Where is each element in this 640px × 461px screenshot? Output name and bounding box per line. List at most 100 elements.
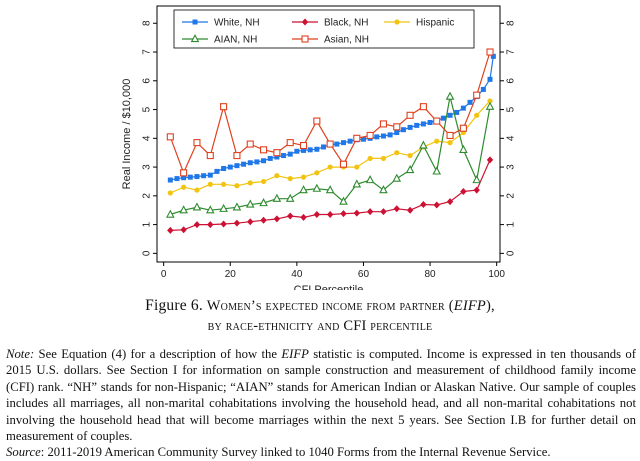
- point-black-nh: [313, 211, 321, 219]
- point-asian-nh: [220, 103, 228, 111]
- point-white-nh: [281, 153, 287, 159]
- point-hispanic: [287, 175, 293, 182]
- point-black-nh: [366, 208, 374, 216]
- point-white-nh: [400, 127, 406, 133]
- point-asian-nh: [486, 48, 494, 56]
- legend-label-aian-nh: AIAN, NH: [214, 35, 257, 46]
- series-line-asian-nh: [169, 51, 491, 175]
- point-white-nh: [194, 174, 200, 180]
- y-tick-label-right: 1: [506, 221, 517, 227]
- point-white-nh: [380, 133, 386, 139]
- point-white-nh: [414, 122, 420, 128]
- point-white-nh: [340, 140, 346, 146]
- point-hispanic: [434, 138, 440, 144]
- point-white-nh: [347, 138, 353, 144]
- point-hispanic: [247, 180, 253, 186]
- point-asian-nh: [233, 152, 241, 160]
- point-hispanic: [367, 155, 373, 162]
- point-aian-nh: [179, 205, 188, 214]
- point-asian-nh: [326, 140, 334, 148]
- point-white-nh: [307, 147, 313, 153]
- y-tick-label-right: 2: [506, 193, 517, 199]
- point-hispanic: [260, 178, 267, 185]
- point-aian-nh: [485, 101, 495, 110]
- point-aian-nh: [472, 175, 482, 184]
- point-asian-nh: [433, 117, 441, 125]
- y-tick-label-right: 4: [506, 135, 517, 141]
- y-tick-label-left: 7: [142, 49, 153, 55]
- series-asian-nh: [166, 48, 494, 177]
- note-text-1: See Equation (4) for a description of ho…: [34, 347, 282, 361]
- point-hispanic: [300, 174, 307, 180]
- point-white-nh: [247, 160, 253, 166]
- source-text: : 2011-2019 American Community Survey li…: [40, 445, 551, 460]
- point-aian-nh: [232, 202, 242, 211]
- y-tick-label-right: 3: [506, 164, 517, 170]
- point-hispanic: [181, 184, 187, 190]
- point-white-nh: [394, 130, 400, 136]
- point-black-nh: [287, 212, 294, 220]
- point-asian-nh: [273, 149, 281, 157]
- point-white-nh: [181, 175, 187, 181]
- point-white-nh: [454, 109, 460, 115]
- point-aian-nh: [245, 199, 255, 208]
- point-white-nh: [480, 86, 486, 92]
- point-black-nh: [326, 211, 334, 219]
- point-asian-nh: [180, 169, 188, 177]
- series-aian-nh: [166, 91, 495, 218]
- point-asian-nh: [366, 131, 374, 139]
- point-white-nh: [374, 134, 380, 140]
- point-white-nh: [407, 124, 413, 130]
- point-hispanic: [394, 150, 400, 156]
- point-aian-nh: [325, 185, 335, 194]
- point-hispanic: [234, 183, 240, 189]
- point-white-nh: [460, 105, 466, 111]
- y-tick-label-left: 5: [142, 106, 153, 112]
- point-white-nh: [440, 115, 446, 121]
- point-black-nh: [300, 213, 307, 221]
- point-aian-nh: [445, 91, 455, 100]
- point-aian-nh: [192, 202, 202, 211]
- point-white-nh: [167, 177, 173, 183]
- point-black-nh: [486, 156, 494, 164]
- y-axis-label: Real Income / $10,000: [121, 79, 133, 190]
- point-white-nh: [221, 166, 227, 172]
- point-hispanic: [207, 181, 213, 187]
- caption-line-1: Figure 6. Women’s expected income from p…: [0, 296, 640, 316]
- point-white-nh: [234, 163, 240, 169]
- point-white-nh: [174, 176, 180, 182]
- point-asian-nh: [166, 133, 174, 141]
- y-tick-label-left: 6: [142, 78, 153, 84]
- point-white-nh: [201, 173, 207, 179]
- point-white-nh: [427, 119, 433, 125]
- point-white-nh: [334, 141, 340, 147]
- point-aian-nh: [205, 205, 215, 214]
- y-tick-label-left: 8: [142, 20, 153, 26]
- point-aian-nh: [459, 144, 468, 153]
- point-white-nh: [314, 146, 320, 152]
- point-white-nh: [267, 155, 273, 161]
- point-aian-nh: [379, 185, 388, 194]
- y-tick-label-left: 4: [142, 135, 153, 141]
- point-aian-nh: [392, 173, 402, 182]
- series-white-nh: [167, 53, 496, 183]
- caption-prefix: Figure 6.: [145, 297, 203, 314]
- point-white-nh: [490, 53, 496, 59]
- point-white-nh: [360, 136, 366, 142]
- point-asian-nh: [260, 146, 268, 154]
- plot-frame: [156, 5, 501, 263]
- x-tick-label: 60: [358, 269, 370, 280]
- point-aian-nh: [166, 209, 175, 218]
- note-block: Note: See Equation (4) for a description…: [6, 346, 636, 461]
- legend-marker-asian-nh: [301, 35, 309, 43]
- point-black-nh: [433, 201, 440, 209]
- point-black-nh: [473, 186, 480, 194]
- x-tick-label: 0: [161, 269, 167, 280]
- point-white-nh: [187, 174, 193, 180]
- point-aian-nh: [285, 193, 295, 202]
- point-black-nh: [380, 208, 387, 216]
- point-hispanic: [314, 170, 320, 176]
- point-white-nh: [487, 76, 493, 82]
- point-white-nh: [287, 151, 293, 157]
- legend-marker-aian-nh: [190, 34, 200, 43]
